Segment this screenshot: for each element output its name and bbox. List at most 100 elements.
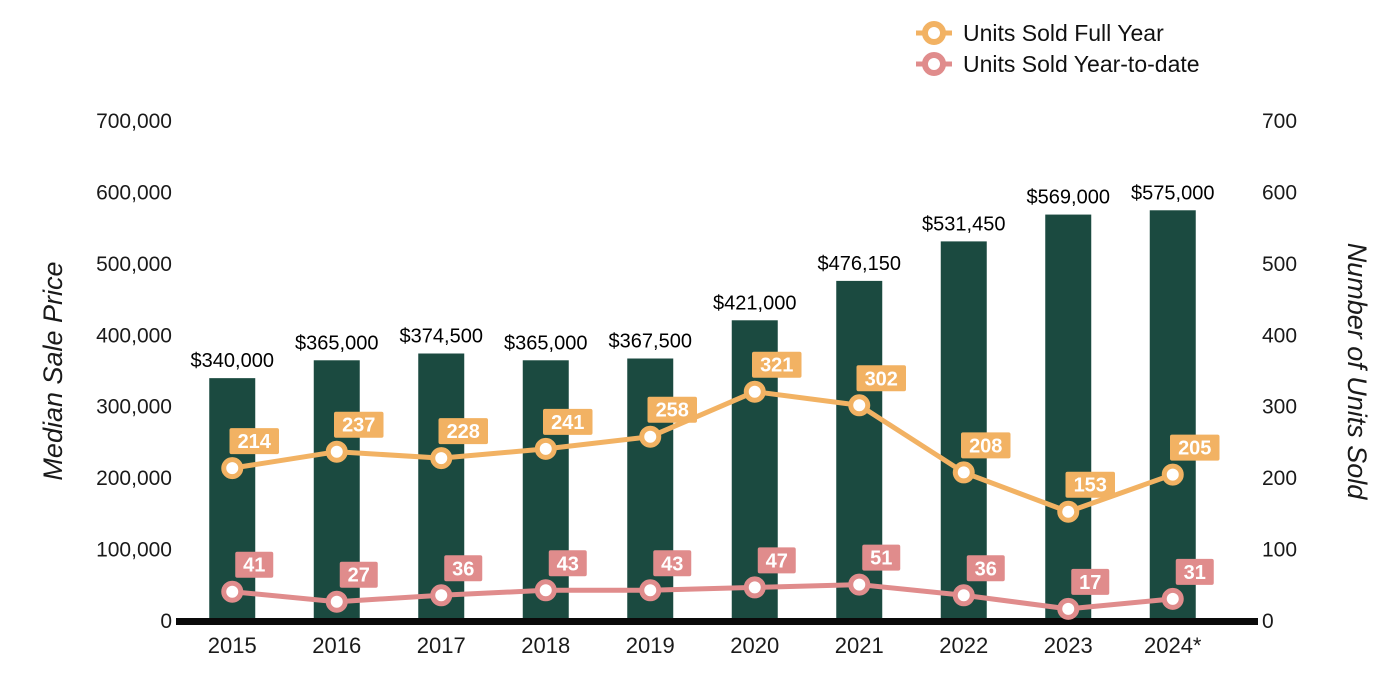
line-point xyxy=(743,380,766,403)
left-axis-tick: 400,000 xyxy=(96,324,172,347)
line-series xyxy=(229,582,1176,612)
line-series xyxy=(229,389,1176,515)
point-label-text: 47 xyxy=(766,550,788,572)
x-axis-label: 2017 xyxy=(417,633,466,658)
left-axis-tick: 600,000 xyxy=(96,181,172,204)
left-axis-tick: 500,000 xyxy=(96,253,172,276)
line-point xyxy=(848,573,871,596)
point-label-badge xyxy=(1071,568,1110,595)
point-label-text: 17 xyxy=(1079,572,1101,594)
bar-value-label: $476,150 xyxy=(818,253,901,275)
line-point xyxy=(325,590,348,613)
bar-value-label: $569,000 xyxy=(1027,187,1110,209)
point-label-text: 43 xyxy=(661,553,683,575)
bar-value-label: $365,000 xyxy=(295,332,378,354)
point-label-text: 43 xyxy=(557,553,579,575)
bar-value-label: $575,000 xyxy=(1131,182,1214,204)
line-point xyxy=(639,579,662,602)
line-point xyxy=(221,580,244,603)
line-point xyxy=(1161,463,1184,486)
bar xyxy=(209,378,256,621)
point-label-badge xyxy=(647,396,697,423)
point-label-badge xyxy=(229,428,279,455)
line-point xyxy=(1161,587,1184,610)
point-label-text: 241 xyxy=(551,412,584,434)
point-label-badge xyxy=(548,550,587,577)
left-axis-tick: 700,000 xyxy=(96,110,172,133)
x-axis-label: 2021 xyxy=(835,633,884,658)
x-axis-line xyxy=(176,618,1258,625)
point-label-badge xyxy=(1170,434,1220,461)
bar-value-label: $374,500 xyxy=(400,326,483,348)
left-axis-tick: 100,000 xyxy=(96,539,172,562)
legend-marker xyxy=(922,52,946,76)
x-axis-label: 2023 xyxy=(1044,633,1093,658)
left-axis-title: Median Sale Price xyxy=(38,261,68,480)
bar-value-label: $365,000 xyxy=(504,332,587,354)
point-label-badge xyxy=(444,555,483,582)
point-label-badge xyxy=(757,547,796,574)
legend-marker xyxy=(922,21,946,45)
line-point xyxy=(639,425,662,448)
line-point xyxy=(1057,597,1080,620)
right-axis-tick: 400 xyxy=(1262,324,1297,347)
point-label-text: 228 xyxy=(447,421,480,443)
point-label-badge xyxy=(334,411,384,438)
x-axis-label: 2016 xyxy=(312,633,361,658)
right-axis-tick: 700 xyxy=(1262,110,1297,133)
line-point xyxy=(743,576,766,599)
point-label-badge xyxy=(1065,471,1115,498)
point-label-text: 36 xyxy=(975,558,997,580)
bar xyxy=(522,360,569,621)
bar xyxy=(1045,214,1092,622)
right-axis-tick: 300 xyxy=(1262,396,1297,419)
line-point xyxy=(430,584,453,607)
point-label-badge xyxy=(1175,558,1214,585)
line-point xyxy=(952,584,975,607)
point-label-badge xyxy=(543,408,593,435)
x-axis-label: 2022 xyxy=(939,633,988,658)
left-axis-tick: 300,000 xyxy=(96,396,172,419)
x-axis-label: 2015 xyxy=(208,633,257,658)
x-axis-label: 2020 xyxy=(730,633,779,658)
point-label-badge xyxy=(862,544,901,571)
point-label-text: 41 xyxy=(243,555,265,577)
point-label-badge xyxy=(966,555,1005,582)
point-label-text: 258 xyxy=(656,400,689,422)
point-label-badge xyxy=(653,550,692,577)
point-label-text: 27 xyxy=(348,565,370,587)
right-axis-tick: 0 xyxy=(1262,610,1274,633)
left-axis-tick: 200,000 xyxy=(96,467,172,490)
point-label-text: 31 xyxy=(1184,562,1206,584)
point-label-text: 214 xyxy=(238,431,272,453)
x-axis-label: 2024* xyxy=(1144,633,1202,658)
line-point xyxy=(325,440,348,463)
right-axis-tick: 100 xyxy=(1262,539,1297,562)
legend-label: Units Sold Full Year xyxy=(963,20,1164,46)
point-label-text: 208 xyxy=(969,435,1002,457)
right-axis-title: Number of Units Sold xyxy=(1342,243,1372,501)
legend-label: Units Sold Year-to-date xyxy=(963,51,1200,77)
point-label-badge xyxy=(438,418,488,445)
left-axis-tick: 0 xyxy=(160,610,172,633)
right-axis-tick: 500 xyxy=(1262,253,1297,276)
point-label-badge xyxy=(856,365,906,392)
line-point xyxy=(534,437,557,460)
point-label-text: 321 xyxy=(760,355,793,377)
right-axis-tick: 200 xyxy=(1262,467,1297,490)
point-label-text: 153 xyxy=(1074,475,1107,497)
point-label-badge xyxy=(339,561,378,588)
bar xyxy=(1149,210,1196,622)
point-label-text: 36 xyxy=(452,558,474,580)
point-label-text: 205 xyxy=(1178,438,1211,460)
line-point xyxy=(534,579,557,602)
bar-value-label: $421,000 xyxy=(713,292,796,314)
bar-value-label: $367,500 xyxy=(609,331,692,353)
x-axis-label: 2019 xyxy=(626,633,675,658)
point-label-badge xyxy=(752,351,802,378)
line-point xyxy=(848,394,871,417)
point-label-text: 302 xyxy=(865,368,898,390)
point-label-badge xyxy=(961,432,1011,459)
